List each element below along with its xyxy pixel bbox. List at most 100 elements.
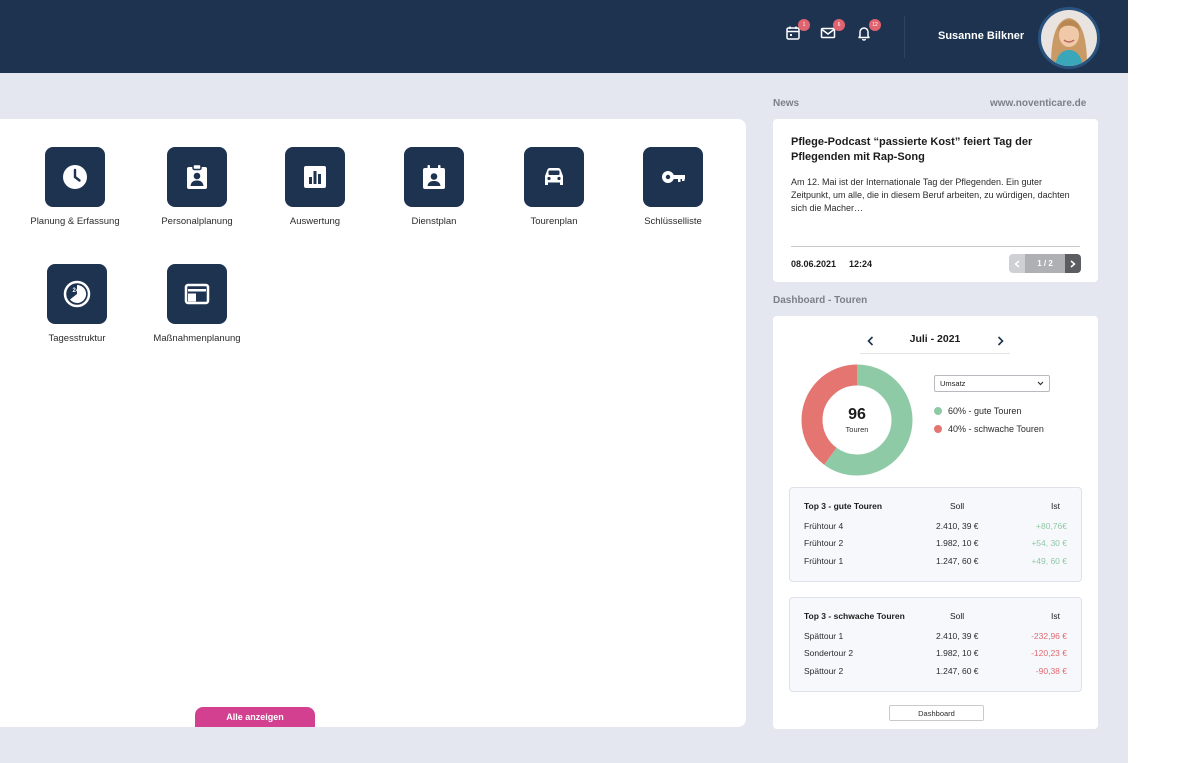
month-label: Juli - 2021 [909,333,961,345]
module-label: Personalplanung [161,216,233,227]
header-divider [904,16,905,58]
notification-badge: 6 [833,19,845,31]
pager-prev-button[interactable] [1009,254,1025,273]
legend-weak: 40% - schwache Touren [934,424,1044,434]
module-personalplanung[interactable]: Personalplanung [137,147,257,227]
module-label: Dienstplan [411,216,457,227]
module-dienstplan[interactable]: Dienstplan [374,147,494,227]
24h-clock-icon: 24 [63,280,91,308]
module-auswertung[interactable]: Auswertung [255,147,375,227]
dashboard-button[interactable]: Dashboard [889,705,984,721]
month-prev-button[interactable] [863,333,877,349]
chevron-right-icon [1070,259,1076,268]
module-label: Tourenplan [530,216,578,227]
row-ist: +80,76€ [1036,521,1067,531]
row-ist: -120,23 € [1031,648,1067,658]
modules-panel: Planung & Erfassung Personalplanung Ausw… [0,119,746,727]
pager-next-button[interactable] [1065,254,1081,273]
row-ist: -90,38 € [1035,666,1067,676]
legend-dot-good [934,407,942,415]
show-all-button[interactable]: Alle anzeigen [195,707,315,727]
dashboard-section-title: Dashboard - Touren [773,295,868,306]
tile-box[interactable] [167,264,227,324]
module-planung-erfassung[interactable]: Planung & Erfassung [15,147,135,227]
dashboard-card: Juli - 2021 96 Touren Umsatz 60% - gute … [773,316,1098,729]
tile-box[interactable] [643,147,703,207]
top-bar: 1 6 12 Susanne Bilkner [0,0,1128,73]
tile-box[interactable]: 24 [47,264,107,324]
row-name: Spättour 1 [804,631,844,641]
calendar-icon[interactable]: 1 [782,19,810,44]
svg-text:24: 24 [73,288,80,294]
donut-segment-weak [801,364,913,476]
news-divider [791,246,1080,247]
column-header-soll: Soll [950,501,965,511]
module-label: Maßnahmenplanung [153,333,241,344]
module-tagesstruktur[interactable]: 24 Tagesstruktur [17,264,137,344]
chevron-right-icon [997,336,1004,346]
legend-dot-weak [934,425,942,433]
avatar[interactable] [1038,7,1100,69]
news-text: Am 12. Mai ist der Internationale Tag de… [791,177,1070,213]
tile-box[interactable] [285,147,345,207]
bell-icon[interactable]: 12 [853,19,881,44]
news-date: 08.06.2021 [791,259,837,269]
mail-icon[interactable]: 6 [817,19,845,44]
row-ist: -232,96 € [1031,631,1067,641]
car-icon [545,168,563,185]
layout-icon [184,283,210,305]
donut-total: 96 [848,406,866,423]
module-tourenplan[interactable]: Tourenplan [494,147,614,227]
news-card: Pflege-Podcast “passierte Kost” feiert T… [773,119,1098,282]
row-soll: 1.247, 60 € [936,666,979,676]
legend-label: 40% - schwache Touren [948,424,1044,434]
table-title: Top 3 - schwache Touren [804,611,905,621]
column-header-ist: Ist [1051,501,1060,511]
news-time: 12:24 [849,259,873,269]
app-window: 1 6 12 Susanne Bilkner [0,0,1128,763]
tile-box[interactable] [167,147,227,207]
module-label: Schlüsselliste [644,216,702,227]
month-next-button[interactable] [993,333,1007,349]
metric-select-value: Umsatz [940,379,966,388]
metric-select[interactable]: Umsatz [934,375,1050,392]
row-soll: 1.982, 10 € [936,648,979,658]
row-soll: 2.410, 39 € [936,631,979,641]
tile-box[interactable] [524,147,584,207]
news-pager: 1 / 2 [1009,254,1081,273]
calendar-person-icon [423,165,445,189]
module-schluesselliste[interactable]: Schlüsselliste [613,147,733,227]
news-headline[interactable]: Pflege-Podcast “passierte Kost” feiert T… [791,136,1033,163]
key-icon [662,171,685,183]
row-soll: 2.410, 39 € [936,521,979,531]
tile-box[interactable] [45,147,105,207]
row-name: Sondertour 2 [804,648,854,658]
row-soll: 1.982, 10 € [936,538,979,548]
donut-total-label: Touren [845,425,869,434]
user-name[interactable]: Susanne Bilkner [938,30,1025,42]
column-header-soll: Soll [950,611,965,621]
row-name: Frühtour 4 [804,521,844,531]
row-name: Spättour 2 [804,666,844,676]
clock-icon [63,165,87,189]
top3-weak-table: Top 3 - schwache Touren Soll Ist Spättou… [789,597,1082,692]
table-title: Top 3 - gute Touren [804,501,883,511]
chevron-left-icon [866,336,873,346]
chevron-left-icon [1014,259,1020,268]
chevron-down-icon [1037,381,1044,386]
month-navigator: Juli - 2021 [860,330,1010,354]
legend-good: 60% - gute Touren [934,406,1021,416]
row-ist: +49, 60 € [1031,556,1067,566]
tile-box[interactable] [404,147,464,207]
module-label: Auswertung [289,216,341,227]
row-name: Frühtour 2 [804,538,844,548]
module-label: Tagesstruktur [48,333,106,344]
legend-label: 60% - gute Touren [948,406,1022,416]
news-source-link[interactable]: www.noventicare.de [990,98,1087,109]
module-massnahmenplanung[interactable]: Maßnahmenplanung [137,264,257,344]
id-badge-icon [187,163,207,189]
notification-badge: 1 [798,19,810,31]
news-section-title: News [773,98,800,109]
row-ist: +54, 30 € [1031,538,1067,548]
row-name: Frühtour 1 [804,556,844,566]
